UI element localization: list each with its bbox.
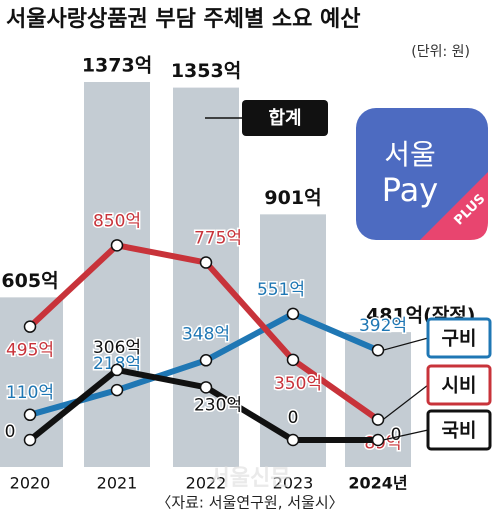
point [286, 307, 300, 321]
point [23, 408, 37, 422]
chart-title: 서울사랑상품권 부담 주체별 소요 예산 [6, 7, 360, 32]
point [371, 433, 385, 447]
legend-box [426, 317, 492, 359]
point [23, 433, 37, 447]
unit: (단위: 원) [411, 44, 470, 60]
legend-label: 국비 [442, 420, 477, 442]
legend-box [426, 364, 492, 406]
point [199, 256, 213, 269]
value-label: 306억 [93, 338, 141, 358]
value-label: 0 [288, 408, 299, 428]
point [199, 381, 213, 394]
value-label: 0 [391, 425, 402, 445]
value-label: 110억 [6, 383, 54, 403]
point [286, 353, 300, 367]
source: 〈자료: 서울연구원, 서울시〉 [156, 494, 343, 512]
x-tick-label: 2024년 [348, 474, 407, 493]
x-tick-label: 2020 [10, 474, 51, 493]
bar-label: 1373억 [82, 55, 152, 77]
legend-label: 합계 [268, 107, 301, 129]
legend-box [426, 409, 492, 451]
value-label: 230억 [194, 395, 242, 415]
x-tick-label: 2022 [186, 474, 227, 493]
legend-pointer [382, 337, 429, 351]
legend-pointer [382, 429, 429, 441]
bar-label: 1353억 [171, 60, 241, 82]
point [110, 363, 124, 377]
value-label: 392억 [359, 316, 407, 336]
bar [84, 82, 150, 467]
value-label: 350억 [274, 374, 322, 394]
value-label: 495억 [6, 341, 54, 361]
value-label: 348억 [182, 324, 230, 344]
value-label: 775억 [194, 229, 242, 249]
watermark: 서울신문 [210, 466, 291, 491]
x-tick-label: 2023 [273, 474, 314, 493]
value-label: 551억 [257, 280, 305, 300]
legend-pointer [382, 384, 429, 421]
bar-label: 605억 [1, 270, 58, 292]
bar-label: 901억 [264, 187, 321, 209]
x-tick-label: 2021 [97, 474, 138, 493]
legend-label: 시비 [442, 375, 477, 397]
logo-corner [420, 172, 488, 240]
logo-text: Pay [382, 171, 438, 209]
logo-text: 서울 [384, 138, 436, 171]
point [371, 343, 385, 357]
value-label: 0 [5, 422, 16, 442]
point [286, 433, 300, 447]
value-label: 850억 [93, 211, 141, 231]
point [110, 383, 124, 397]
logo: 서울 Pay PLUS [356, 108, 488, 240]
point [23, 320, 37, 333]
legend-label: 구비 [442, 328, 477, 350]
point [199, 354, 213, 367]
point [110, 239, 124, 252]
legend-box [242, 100, 328, 136]
point [371, 413, 385, 426]
